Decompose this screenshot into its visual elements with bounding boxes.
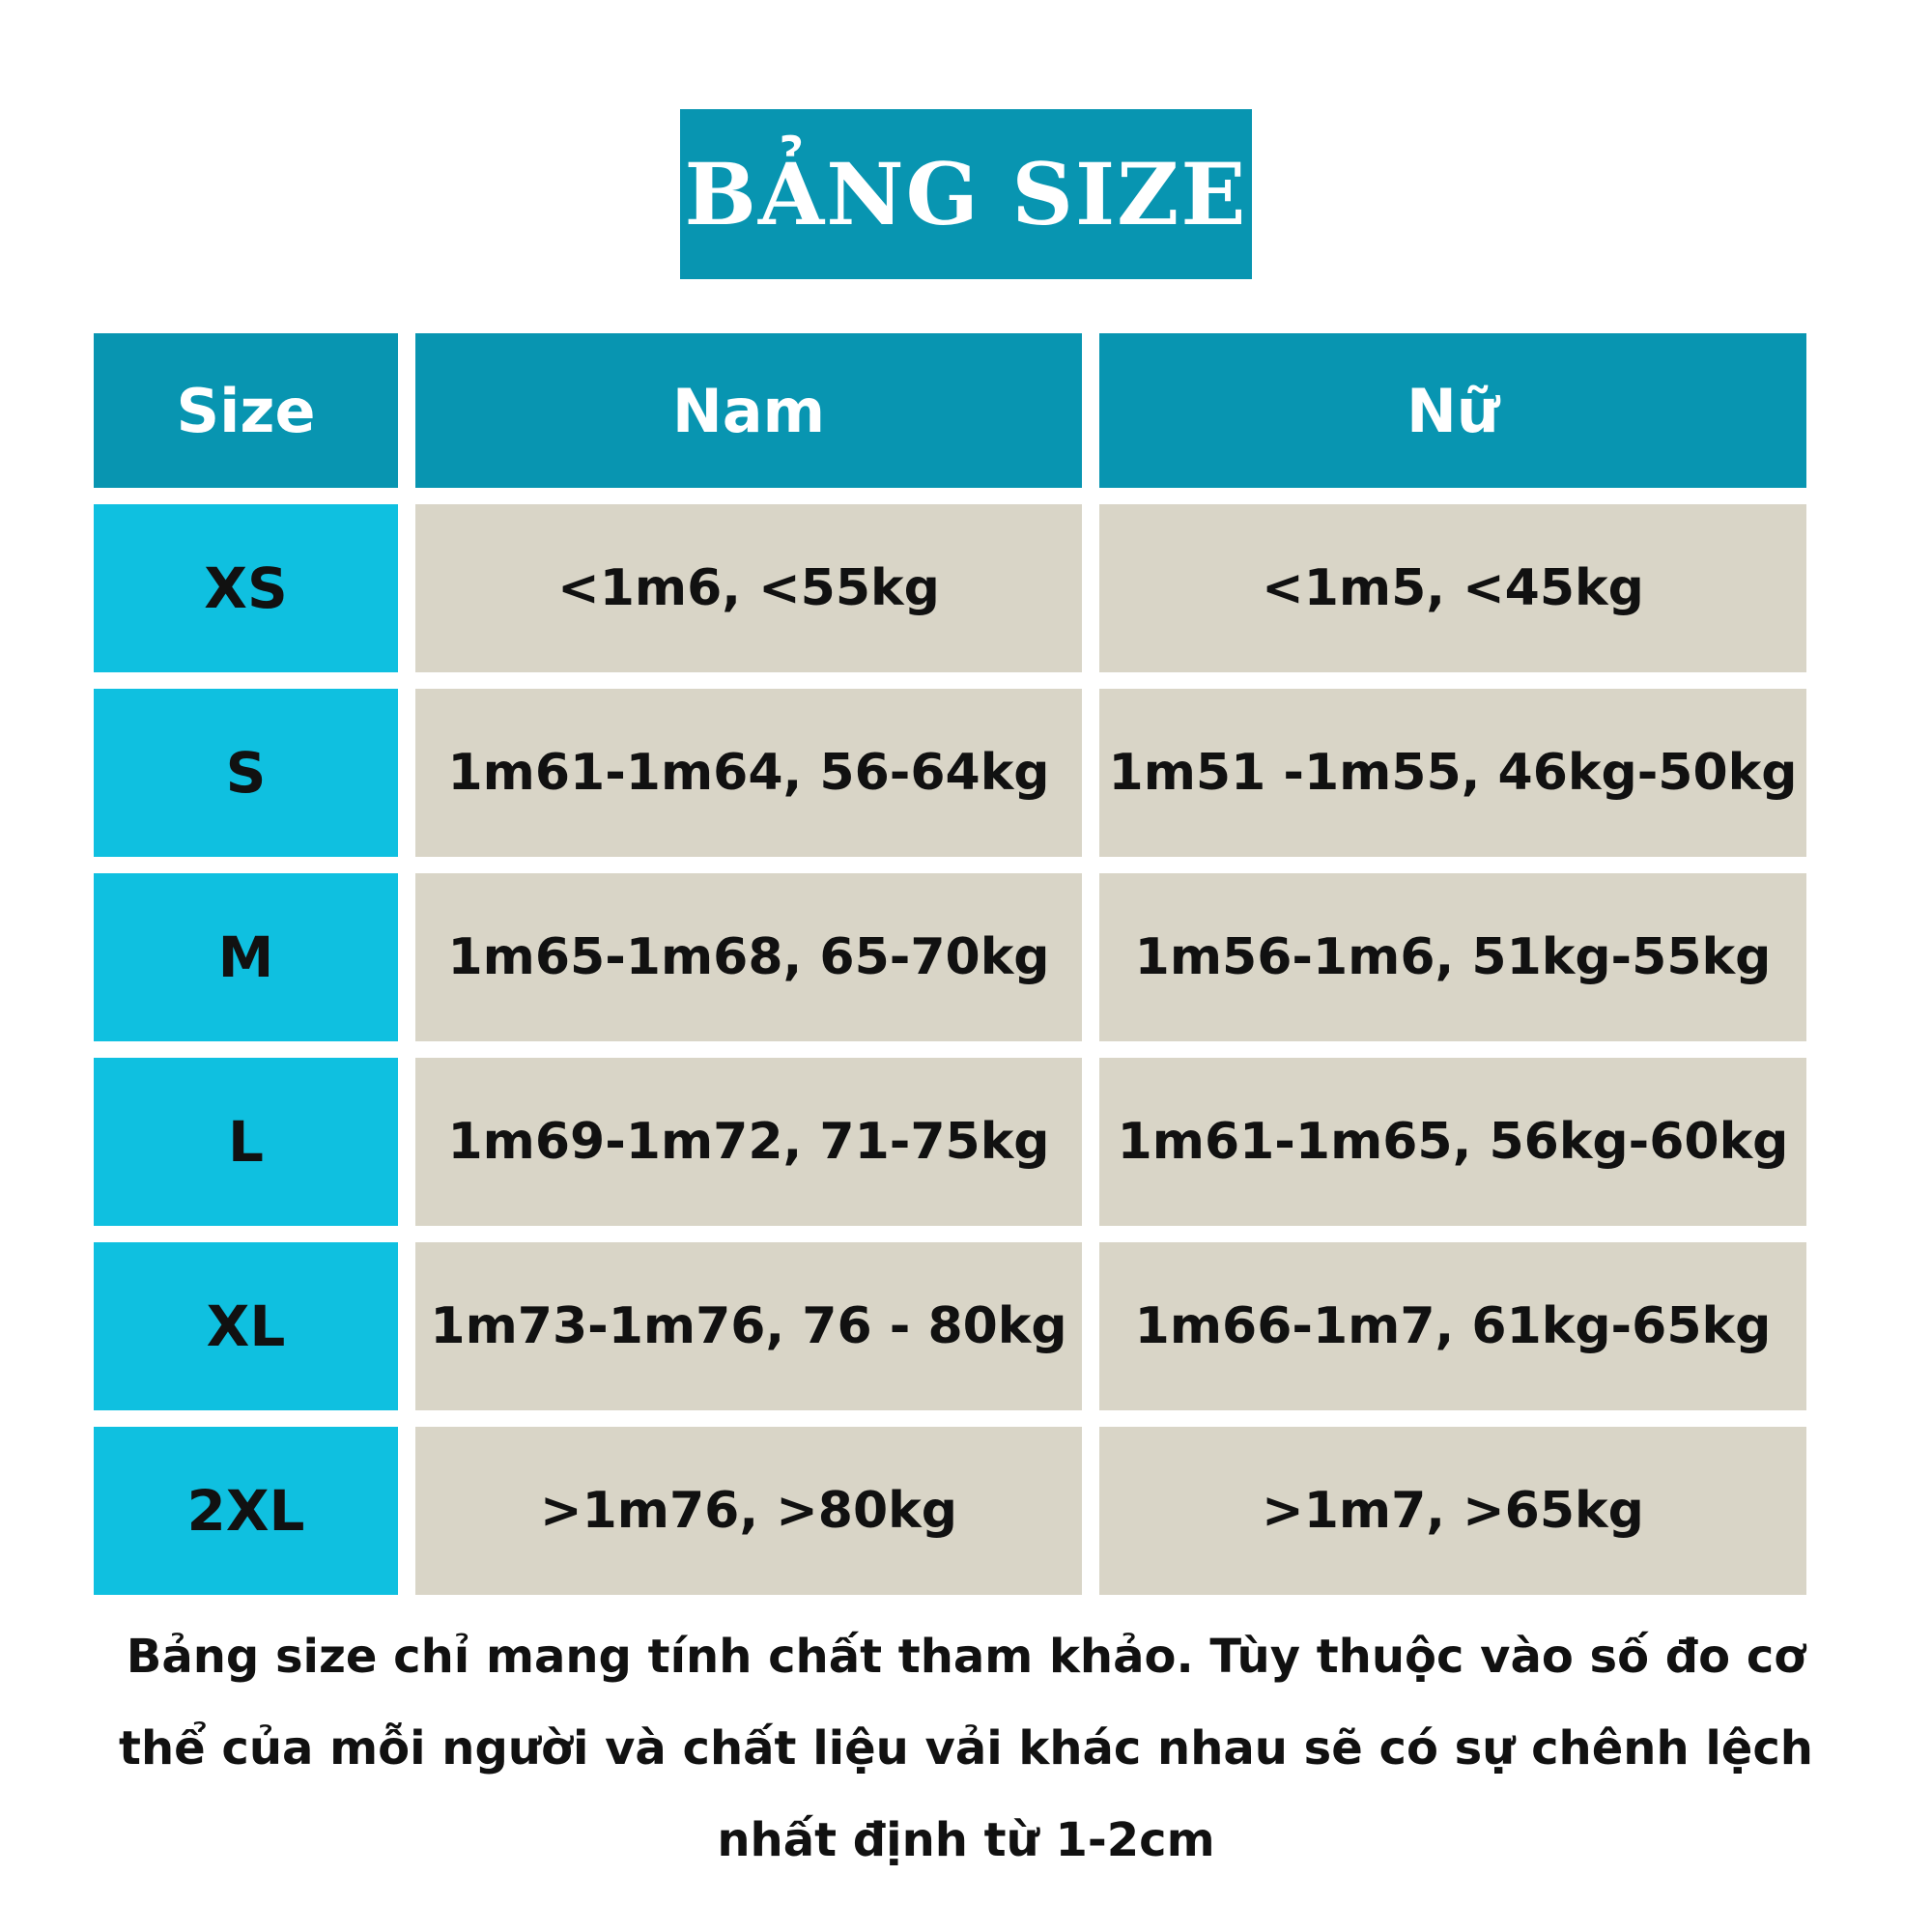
disclaimer-line-1: Bảng size chỉ mang tính chất tham khảo. … [126, 1630, 1806, 1684]
page-title: BẢNG SIZE [684, 144, 1248, 244]
nu-value-2xl: >1m7, >65kg [1099, 1427, 1806, 1595]
nu-value-m: 1m56-1m6, 51kg-55kg [1099, 873, 1806, 1041]
nam-value-2xl: >1m76, >80kg [415, 1427, 1082, 1595]
nam-value-xs: <1m6, <55kg [415, 504, 1082, 672]
disclaimer-note: Bảng size chỉ mang tính chất tham khảo. … [97, 1611, 1835, 1887]
nam-value-s: 1m61-1m64, 56-64kg [415, 689, 1082, 857]
nu-value-s: 1m51 -1m55, 46kg-50kg [1099, 689, 1806, 857]
header-cell-nu: Nữ [1099, 333, 1806, 488]
size-label-xs: XS [94, 504, 398, 672]
size-label-m: M [94, 873, 398, 1041]
nam-value-m: 1m65-1m68, 65-70kg [415, 873, 1082, 1041]
disclaimer-line-2: thể của mỗi người và chất liệu vải khác … [119, 1721, 1813, 1776]
size-label-l: L [94, 1058, 398, 1226]
disclaimer-line-3: nhất định từ 1-2cm [717, 1813, 1215, 1867]
nam-value-l: 1m69-1m72, 71-75kg [415, 1058, 1082, 1226]
size-label-xl: XL [94, 1242, 398, 1410]
size-label-s: S [94, 689, 398, 857]
nu-value-l: 1m61-1m65, 56kg-60kg [1099, 1058, 1806, 1226]
header-cell-nam: Nam [415, 333, 1082, 488]
nu-value-xl: 1m66-1m7, 61kg-65kg [1099, 1242, 1806, 1410]
nam-value-xl: 1m73-1m76, 76 - 80kg [415, 1242, 1082, 1410]
size-table: Size Nam Nữ XS <1m6, <55kg <1m5, <45kg S… [94, 333, 1806, 1595]
header-cell-size: Size [94, 333, 398, 488]
nu-value-xs: <1m5, <45kg [1099, 504, 1806, 672]
chart-title-banner: BẢNG SIZE [680, 109, 1252, 279]
size-label-2xl: 2XL [94, 1427, 398, 1595]
